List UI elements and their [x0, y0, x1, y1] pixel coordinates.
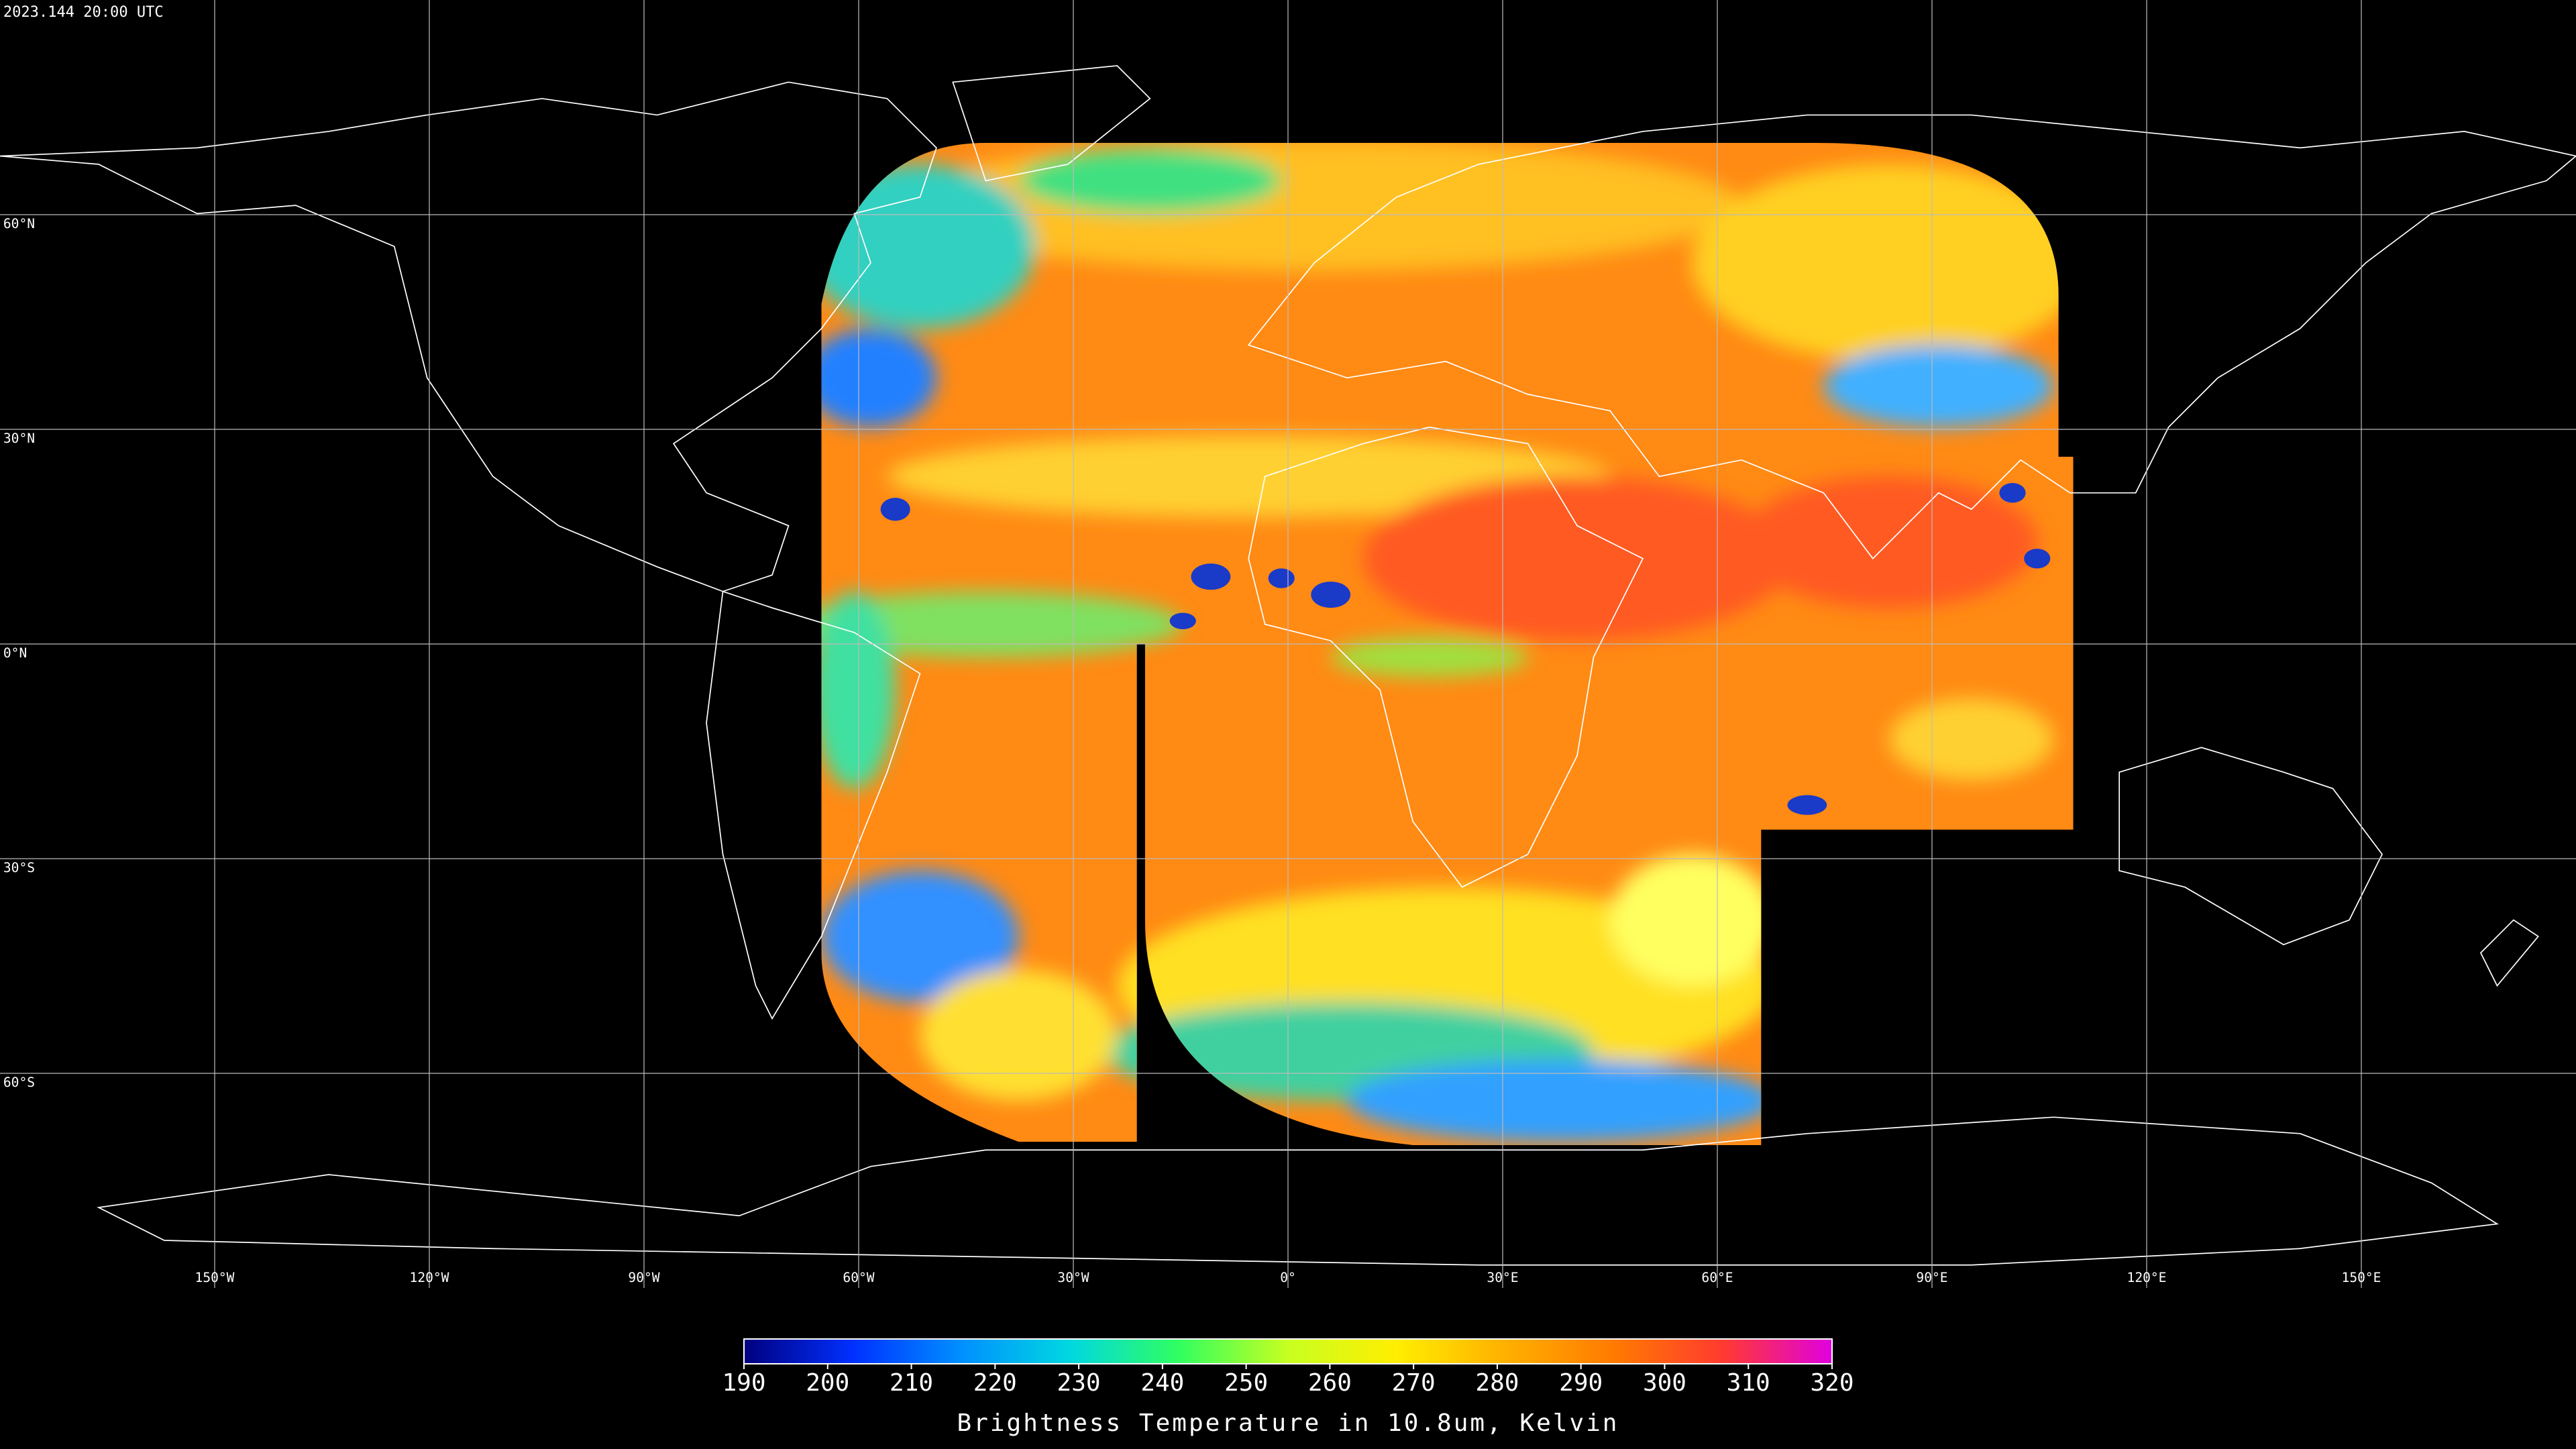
longitude-label: 90°W: [628, 1270, 659, 1285]
longitude-label: 120°E: [2127, 1270, 2167, 1285]
longitude-label: 30°W: [1057, 1270, 1089, 1285]
colorbar-label: Brightness Temperature in 10.8um, Kelvin: [957, 1409, 1619, 1437]
longitude-label: 30°E: [1487, 1270, 1518, 1285]
latitude-label: 60°S: [3, 1075, 35, 1090]
colorbar-tick-label: 300: [1643, 1369, 1686, 1397]
longitude-label: 150°E: [2342, 1270, 2381, 1285]
colorbar-tick-label: 310: [1727, 1369, 1770, 1397]
colorbar-tick-label: 270: [1392, 1369, 1436, 1397]
latitude-label: 60°N: [3, 216, 35, 231]
coastlines: [0, 65, 2576, 1266]
colorbar-tick-label: 210: [890, 1369, 933, 1397]
colorbar-tick-label: 250: [1224, 1369, 1268, 1397]
longitude-label: 0°: [1280, 1270, 1296, 1285]
colorbar-tick-label: 240: [1140, 1369, 1184, 1397]
colorbar-tick-label: 200: [806, 1369, 849, 1397]
satellite-image: [821, 143, 2074, 1145]
colorbar: Brightness Temperature in 10.8um, Kelvin…: [722, 1338, 1854, 1437]
colorbar-tick-label: 320: [1810, 1369, 1854, 1397]
colorbar-gradient: [743, 1338, 1833, 1364]
longitude-label: 150°W: [195, 1270, 235, 1285]
colorbar-tick-label: 280: [1475, 1369, 1519, 1397]
longitude-label: 60°W: [843, 1270, 874, 1285]
longitude-label: 120°W: [410, 1270, 449, 1285]
longitude-label: 60°E: [1701, 1270, 1733, 1285]
colorbar-tick-label: 190: [722, 1369, 765, 1397]
timestamp: 2023.144 20:00 UTC: [3, 4, 164, 21]
colorbar-tick-label: 220: [973, 1369, 1017, 1397]
map: 150°W 120°W 90°W 60°W 30°W 0° 30°E 60°E 90°E 120°…: [0, 0, 2576, 1288]
colorbar-tick-label: 260: [1308, 1369, 1352, 1397]
longitude-label: 90°E: [1916, 1270, 1947, 1285]
latitude-label: 30°N: [3, 431, 35, 446]
colorbar-tick-label: 290: [1559, 1369, 1603, 1397]
latitude-label: 0°N: [3, 645, 27, 661]
colorbar-tick-label: 230: [1057, 1369, 1101, 1397]
latitude-label: 30°S: [3, 860, 35, 875]
